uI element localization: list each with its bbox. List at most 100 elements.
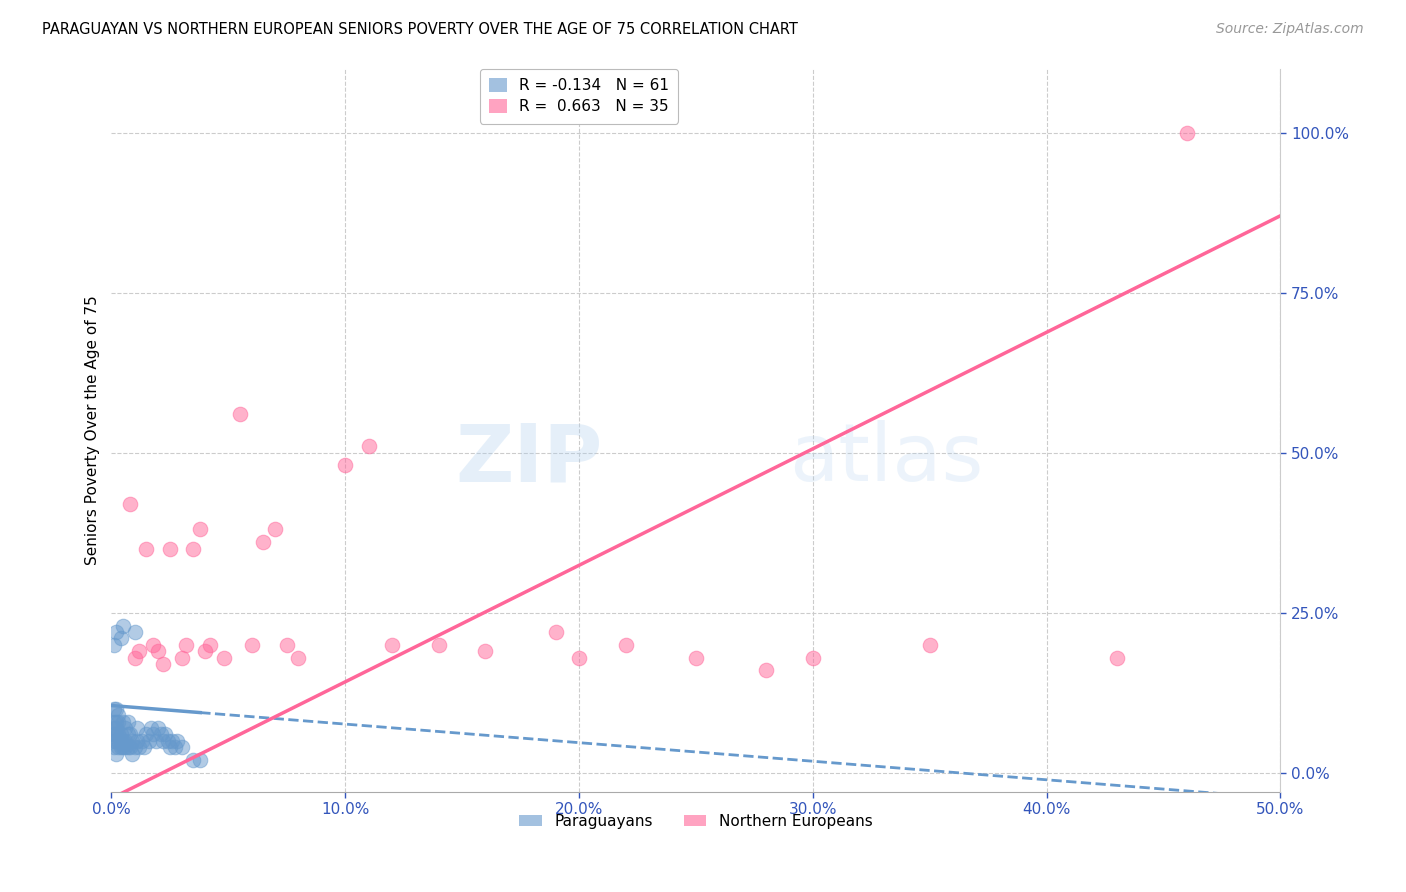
Point — [112, 740, 135, 755]
Point — [105, 733, 128, 747]
Point — [107, 727, 129, 741]
Point — [120, 727, 142, 741]
Point — [685, 650, 707, 665]
Point — [1105, 650, 1128, 665]
Point — [381, 638, 404, 652]
Point — [105, 702, 128, 716]
Point — [110, 733, 132, 747]
Point — [188, 523, 211, 537]
Point — [146, 644, 169, 658]
Point — [128, 644, 150, 658]
Point — [110, 740, 132, 755]
Point — [107, 733, 129, 747]
Point — [138, 733, 160, 747]
Text: Source: ZipAtlas.com: Source: ZipAtlas.com — [1216, 22, 1364, 37]
Point — [103, 721, 125, 735]
Text: PARAGUAYAN VS NORTHERN EUROPEAN SENIORS POVERTY OVER THE AGE OF 75 CORRELATION C: PARAGUAYAN VS NORTHERN EUROPEAN SENIORS … — [42, 22, 799, 37]
Point — [124, 740, 146, 755]
Point — [112, 714, 135, 729]
Point — [103, 733, 125, 747]
Point — [128, 740, 150, 755]
Point — [117, 727, 139, 741]
Point — [146, 721, 169, 735]
Point — [166, 733, 188, 747]
Point — [142, 638, 165, 652]
Point — [135, 727, 157, 741]
Point — [544, 624, 567, 639]
Point — [103, 638, 125, 652]
Point — [170, 740, 193, 755]
Point — [427, 638, 450, 652]
Point — [156, 733, 179, 747]
Point — [614, 638, 637, 652]
Point — [142, 727, 165, 741]
Point — [120, 740, 142, 755]
Point — [103, 702, 125, 716]
Point — [103, 714, 125, 729]
Point — [121, 747, 143, 761]
Text: ZIP: ZIP — [456, 420, 602, 498]
Point — [107, 740, 129, 755]
Point — [110, 632, 132, 646]
Point — [918, 638, 941, 652]
Point — [105, 727, 128, 741]
Point — [127, 721, 149, 735]
Point — [181, 541, 204, 556]
Point — [114, 733, 136, 747]
Point — [174, 638, 197, 652]
Point — [112, 733, 135, 747]
Point — [103, 740, 125, 755]
Point — [121, 733, 143, 747]
Point — [114, 740, 136, 755]
Point — [105, 721, 128, 735]
Point — [114, 721, 136, 735]
Point — [149, 727, 172, 741]
Point — [357, 439, 380, 453]
Point — [152, 733, 174, 747]
Point — [252, 535, 274, 549]
Point — [159, 740, 181, 755]
Point — [159, 541, 181, 556]
Point — [120, 497, 142, 511]
Point — [131, 733, 153, 747]
Point — [335, 458, 357, 473]
Point — [117, 714, 139, 729]
Point — [124, 650, 146, 665]
Point — [1175, 126, 1198, 140]
Point — [160, 733, 183, 747]
Point — [107, 708, 129, 723]
Point — [105, 747, 128, 761]
Point — [110, 727, 132, 741]
Point — [134, 740, 156, 755]
Legend: Paraguayans, Northern Europeans: Paraguayans, Northern Europeans — [513, 808, 879, 835]
Point — [188, 753, 211, 767]
Point — [568, 650, 591, 665]
Point — [153, 727, 176, 741]
Point — [194, 644, 217, 658]
Point — [170, 650, 193, 665]
Point — [145, 733, 167, 747]
Point — [212, 650, 235, 665]
Y-axis label: Seniors Poverty Over the Age of 75: Seniors Poverty Over the Age of 75 — [86, 295, 100, 566]
Point — [287, 650, 309, 665]
Point — [755, 663, 778, 677]
Point — [152, 657, 174, 671]
Point — [229, 407, 252, 421]
Point — [127, 733, 149, 747]
Point — [181, 753, 204, 767]
Point — [105, 624, 128, 639]
Point — [141, 721, 163, 735]
Point — [264, 523, 287, 537]
Point — [135, 541, 157, 556]
Point — [801, 650, 824, 665]
Point — [112, 618, 135, 632]
Point — [103, 727, 125, 741]
Point — [198, 638, 221, 652]
Point — [276, 638, 298, 652]
Point — [107, 714, 129, 729]
Point — [163, 740, 186, 755]
Text: atlas: atlas — [789, 420, 984, 498]
Point — [474, 644, 496, 658]
Point — [240, 638, 263, 652]
Point — [117, 740, 139, 755]
